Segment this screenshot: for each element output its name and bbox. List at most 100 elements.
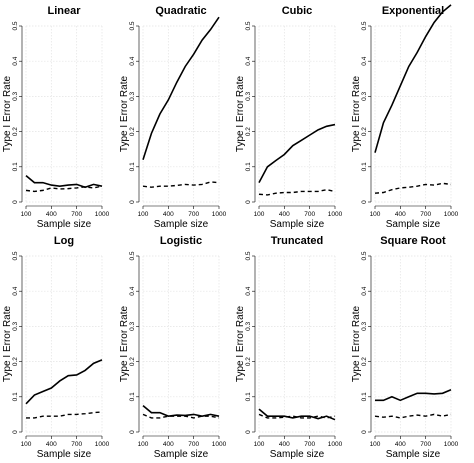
x-tick-label: 100 (21, 211, 32, 218)
y-tick-label: 0.4 (245, 56, 252, 65)
panel-title: Log (54, 235, 74, 247)
panel-2: Quadratic 0 0.1 0.2 0.3 0.4 0.5 100 400 700 1000Sa… (119, 5, 227, 230)
x-axis-label: Sample size (386, 449, 441, 460)
y-tick-label: 0.3 (245, 92, 252, 101)
x-tick-label: 1000 (212, 441, 227, 448)
y-tick-label: 0.4 (12, 56, 19, 65)
x-tick-label: 400 (395, 211, 406, 218)
y-tick-label: 0.5 (12, 251, 19, 260)
x-tick-label: 700 (304, 211, 315, 218)
x-tick-label: 400 (163, 441, 174, 448)
y-axis-label: Type I Error Rate (235, 305, 246, 382)
y-tick-label: 0.1 (245, 392, 252, 401)
x-tick-label: 700 (188, 441, 199, 448)
series-line-dashed (142, 413, 220, 419)
y-tick-label: 0.5 (12, 21, 19, 30)
y-tick-label: 0 (361, 430, 368, 434)
y-tick-label: 0.3 (361, 92, 368, 101)
x-tick-label: 700 (71, 441, 82, 448)
x-axis-label: Sample size (154, 449, 209, 460)
y-axis-label: Type I Error Rate (235, 75, 246, 152)
x-tick-label: 700 (188, 211, 199, 218)
y-tick-label: 0 (129, 200, 136, 204)
y-tick-label: 0.4 (129, 56, 136, 65)
y-tick-label: 0.1 (12, 162, 19, 171)
y-axis-label: Type I Error Rate (119, 75, 130, 152)
y-tick-label: 0.5 (129, 251, 136, 260)
y-tick-label: 0.3 (245, 322, 252, 331)
y-tick-label: 0.2 (12, 127, 19, 136)
x-axis-label: Sample size (37, 219, 92, 230)
series-line-dashed (258, 413, 336, 419)
panel-7: Truncated 0 0.1 0.2 0.3 0.4 0.5 100 400 700 1000Sa… (235, 235, 343, 460)
x-tick-label: 400 (395, 441, 406, 448)
panel-title: Logistic (160, 235, 202, 247)
panel-title: Truncated (271, 235, 324, 247)
x-tick-label: 100 (21, 441, 32, 448)
x-tick-label: 1000 (95, 211, 110, 218)
x-tick-label: 400 (46, 441, 57, 448)
y-tick-label: 0 (245, 430, 252, 434)
y-axis-label: Type I Error Rate (2, 305, 13, 382)
y-tick-label: 0.2 (129, 127, 136, 136)
x-tick-label: 1000 (444, 441, 459, 448)
y-tick-label: 0.2 (129, 357, 136, 366)
series-line-solid (375, 389, 452, 402)
series-line-solid (25, 174, 103, 189)
y-tick-label: 0.2 (12, 357, 19, 366)
x-tick-label: 700 (71, 211, 82, 218)
series-line-solid (374, 4, 452, 153)
y-tick-label: 0.5 (129, 21, 136, 30)
series-line-solid (25, 359, 103, 405)
x-tick-label: 700 (304, 441, 315, 448)
y-tick-label: 0.5 (361, 251, 368, 260)
y-tick-label: 0.3 (12, 92, 19, 101)
y-tick-label: 0.1 (12, 392, 19, 401)
y-tick-label: 0 (129, 430, 136, 434)
panel-title: Square Root (380, 235, 446, 247)
x-axis-label: Sample size (37, 449, 92, 460)
series-line-solid (142, 404, 220, 417)
y-axis-label: Type I Error Rate (351, 305, 362, 382)
x-tick-label: 100 (254, 211, 265, 218)
series-line-dashed (374, 182, 452, 194)
y-tick-label: 0.3 (12, 322, 19, 331)
x-tick-label: 400 (279, 441, 290, 448)
panel-6: Logistic 0 0.1 0.2 0.3 0.4 0.5 100 400 700 1000Sam… (119, 235, 227, 460)
y-tick-label: 0.2 (245, 357, 252, 366)
series-line-solid (258, 408, 336, 421)
y-tick-label: 0.4 (12, 286, 19, 295)
y-axis-label: Type I Error Rate (119, 305, 130, 382)
x-tick-label: 1000 (212, 211, 227, 218)
y-tick-label: 0.1 (361, 162, 368, 171)
series-line-solid (142, 16, 220, 161)
y-tick-label: 0.3 (129, 322, 136, 331)
y-tick-label: 0.1 (129, 162, 136, 171)
x-axis-label: Sample size (386, 219, 441, 230)
y-tick-label: 0.5 (245, 21, 252, 30)
series-line-dashed (142, 181, 220, 188)
y-tick-label: 0.4 (129, 286, 136, 295)
y-axis-label: Type I Error Rate (2, 75, 13, 152)
panel-8: Square Root 0 0.1 0.2 0.3 0.4 0.5 100 400 700 1000… (351, 235, 459, 460)
y-tick-label: 0.1 (245, 162, 252, 171)
y-tick-label: 0 (12, 200, 19, 204)
x-tick-label: 100 (254, 441, 265, 448)
y-tick-label: 0.3 (129, 92, 136, 101)
panel-4: Exponential 0 0.1 0.2 0.3 0.4 0.5 100 400 700 1000… (351, 4, 459, 230)
panel-1: Linear 0 0.1 0.2 0.3 0.4 0.5 100 400 700 1000Sampl… (2, 5, 110, 230)
x-axis-label: Sample size (270, 449, 325, 460)
x-tick-label: 400 (46, 211, 57, 218)
x-tick-label: 100 (138, 441, 149, 448)
y-tick-label: 0.4 (245, 286, 252, 295)
y-tick-label: 0.5 (361, 21, 368, 30)
x-tick-label: 1000 (328, 441, 343, 448)
y-tick-label: 0.1 (129, 392, 136, 401)
x-tick-label: 1000 (444, 211, 459, 218)
y-tick-label: 0.2 (245, 127, 252, 136)
x-tick-label: 700 (420, 441, 431, 448)
x-tick-label: 400 (163, 211, 174, 218)
y-tick-label: 0.2 (361, 357, 368, 366)
